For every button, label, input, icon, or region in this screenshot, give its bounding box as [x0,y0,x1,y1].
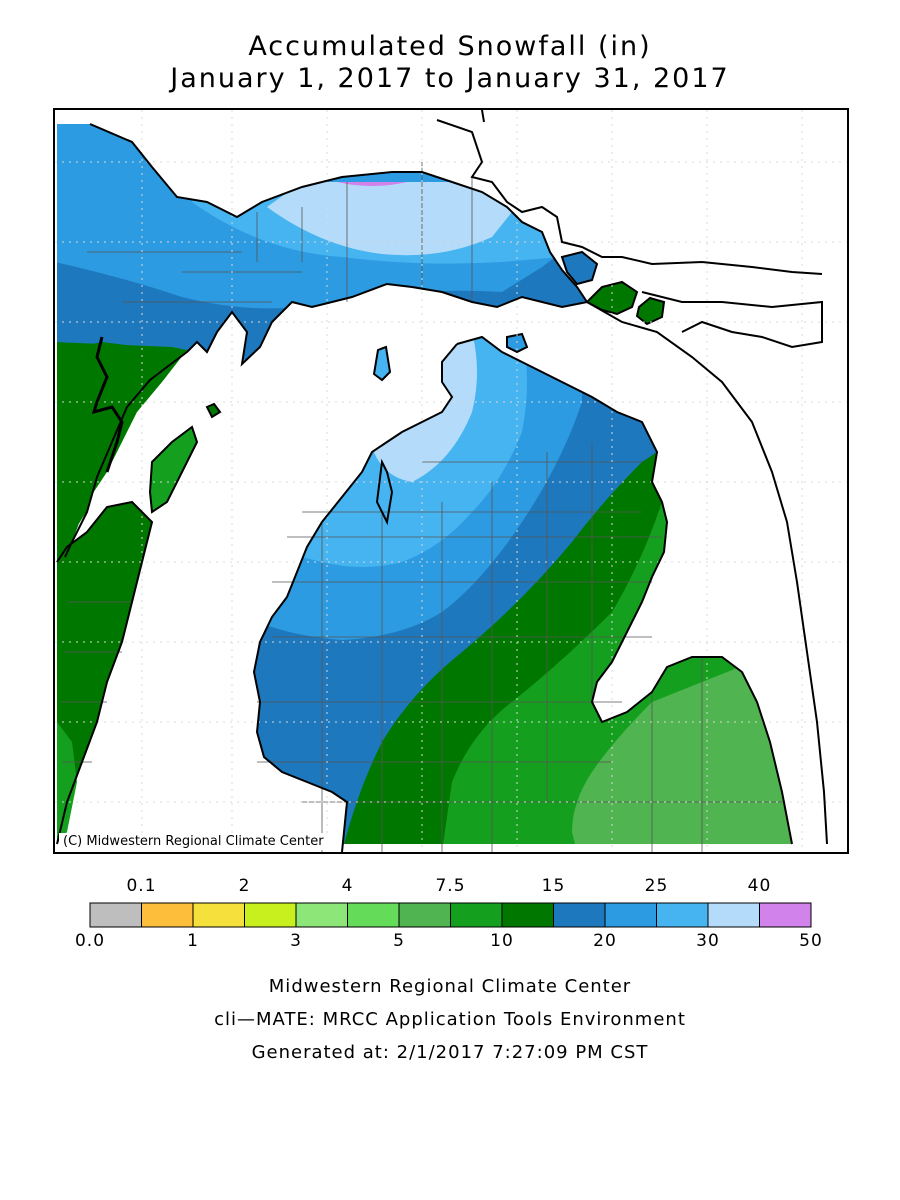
legend-swatch [141,902,194,928]
washington-island [205,402,222,419]
copyright-notice: (C) Midwestern Regional Climate Center [59,833,328,850]
legend-bottom-label: 10 [490,931,514,951]
wi-shore-band [57,502,152,844]
drummond-island [585,280,639,316]
color-legend: 0.1 2 4 7.5 15 25 40 0.0 1 3 5 10 20 30 50 [0,870,900,960]
legend-swatch [347,902,400,928]
legend-top-label: 40 [747,876,772,896]
legend-bottom-label: 3 [290,931,302,951]
lower-peninsula-bands [254,337,792,844]
county-lines [60,162,782,852]
snowfall-map: (C) Midwestern Regional Climate Center [53,108,849,854]
footer-organization: Midwestern Regional Climate Center [268,976,632,997]
beaver-island [372,345,392,382]
footer-tool: cli—MATE: MRCC Application Tools Environ… [214,1009,686,1030]
legend-swatch [398,902,451,928]
legend-top-label: 25 [644,876,669,896]
legend-top-label: 4 [341,876,354,896]
snowfall-map-svg [55,110,847,852]
legend-swatch [244,902,297,928]
legend-swatch [656,902,709,928]
legend-bottom-label: 1 [187,931,199,951]
legend-swatch [553,902,606,928]
graticule [55,110,847,852]
legend-bottom-label: 50 [799,931,823,951]
coastlines [56,110,828,852]
legend-swatch [604,902,657,928]
map-date-range: January 1, 2017 to January 31, 2017 [170,63,730,94]
legend-swatch [450,902,503,928]
legend-top-label: 0.1 [126,876,157,896]
wi-shore-band-south [57,722,77,844]
legend-swatch [501,902,554,928]
legend-top-label: 2 [238,876,251,896]
legend-swatch [707,902,760,928]
state-border [91,336,124,473]
legend-swatch [192,902,245,928]
neebish-island [560,250,599,286]
cockburn-island [635,296,666,326]
footer-generated: Generated at: 2/1/2017 7:27:09 PM CST [251,1042,649,1063]
legend-bottom-label: 0.0 [74,931,106,951]
legend-top-label: 15 [541,876,566,896]
legend-swatch [295,902,348,928]
legend-swatch [89,902,142,928]
legend-swatch [759,902,812,928]
legend-bottom-label: 5 [393,931,405,951]
map-title: Accumulated Snowfall (in) [248,31,652,62]
door-peninsula [150,427,197,512]
legend-bottom-label: 20 [593,931,617,951]
legend-bar [89,902,812,928]
legend-top-label: 7.5 [435,876,466,896]
legend-bottom-label: 30 [696,931,720,951]
